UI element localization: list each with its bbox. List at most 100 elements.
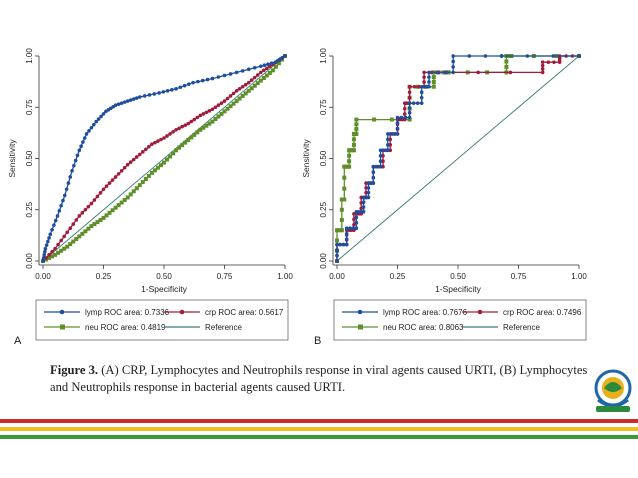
point-lymp xyxy=(407,110,412,115)
point-crp xyxy=(147,144,151,149)
point-neu xyxy=(47,255,52,260)
point-lymp xyxy=(371,170,376,174)
point-neu xyxy=(407,117,412,122)
point-neu xyxy=(339,218,344,222)
point-crp xyxy=(68,226,73,230)
point-lymp xyxy=(170,88,174,92)
point-lymp xyxy=(378,164,383,169)
point-lymp xyxy=(371,181,376,185)
decorative-stripes xyxy=(0,419,638,439)
point-lymp xyxy=(234,70,239,75)
point-lymp xyxy=(59,203,63,208)
point-lymp xyxy=(128,98,133,102)
point-neu xyxy=(372,117,377,122)
point-crp xyxy=(213,105,218,110)
point-crp xyxy=(47,253,51,257)
point-lymp xyxy=(361,200,366,205)
point-lymp xyxy=(266,62,270,66)
point-lymp xyxy=(386,148,390,153)
point-crp xyxy=(77,214,82,218)
point-crp xyxy=(540,70,545,75)
point-lymp xyxy=(43,246,48,251)
panel-b: 0.00 0.25 0.50 0.75 1.00 0.00 0.25 0.50 0.75 1.00… xyxy=(301,48,587,347)
point-lymp xyxy=(378,159,383,164)
point-crp xyxy=(174,128,178,132)
point-lymp xyxy=(354,226,359,230)
point-lymp xyxy=(66,181,71,185)
point-neu xyxy=(180,143,185,148)
point-lymp xyxy=(427,80,431,84)
point-crp xyxy=(113,175,118,179)
point-crp xyxy=(402,106,407,111)
point-neu xyxy=(71,239,76,244)
x-axis-label: 1-Specificity xyxy=(141,284,188,294)
point-neu xyxy=(255,81,260,86)
point-neu xyxy=(339,228,344,233)
point-crp xyxy=(125,162,130,167)
point-neu xyxy=(68,242,73,247)
legend-box xyxy=(333,299,587,341)
point-lymp xyxy=(157,91,161,95)
point-lymp xyxy=(386,137,390,142)
point-lymp xyxy=(335,248,339,252)
point-crp xyxy=(165,134,169,138)
point-crp xyxy=(86,204,91,209)
point-crp xyxy=(219,101,224,105)
point-lymp xyxy=(246,67,251,72)
point-crp xyxy=(402,112,407,116)
point-lymp xyxy=(525,54,530,58)
point-lymp xyxy=(354,220,359,225)
point-lymp xyxy=(338,242,343,247)
point-lymp xyxy=(216,75,221,79)
point-neu xyxy=(80,231,85,236)
point-lymp xyxy=(435,70,439,75)
point-lymp xyxy=(467,54,472,58)
point-neu xyxy=(276,61,281,66)
point-lymp xyxy=(165,89,170,93)
point-neu xyxy=(50,254,55,259)
point-crp xyxy=(138,152,142,157)
point-crp xyxy=(177,126,181,131)
point-lymp xyxy=(443,70,447,75)
point-lymp xyxy=(92,122,96,127)
point-neu xyxy=(342,197,347,202)
point-crp xyxy=(243,82,248,87)
series-line-crp xyxy=(336,55,579,261)
point-crp xyxy=(540,67,545,71)
point-crp xyxy=(74,218,79,222)
point-lymp xyxy=(75,153,80,158)
point-crp xyxy=(171,130,175,134)
point-crp xyxy=(192,117,197,122)
point-neu xyxy=(56,250,61,255)
point-neu xyxy=(339,207,344,212)
point-neu xyxy=(264,73,269,78)
point-neu xyxy=(351,148,356,153)
point-neu xyxy=(183,140,188,145)
point-crp xyxy=(180,124,184,129)
point-neu xyxy=(219,111,224,116)
point-lymp xyxy=(46,239,50,244)
point-crp xyxy=(92,198,97,202)
point-crp xyxy=(107,181,112,185)
point-lymp xyxy=(403,115,408,120)
point-lymp xyxy=(81,140,85,144)
point-crp xyxy=(71,222,76,226)
point-lymp xyxy=(395,121,400,125)
point-lymp xyxy=(427,84,431,89)
point-lymp xyxy=(119,101,124,105)
y-tick-label: 0.00 xyxy=(25,253,34,269)
point-crp xyxy=(246,80,251,85)
x-tick-label: 0.00 xyxy=(329,272,345,281)
point-neu xyxy=(246,88,251,93)
point-lymp xyxy=(252,65,257,70)
point-lymp xyxy=(64,187,69,192)
point-lymp xyxy=(222,73,227,78)
point-lymp xyxy=(427,70,431,75)
x-axis-label: 1-Specificity xyxy=(435,284,482,294)
point-crp xyxy=(56,242,60,247)
point-lymp xyxy=(344,226,349,230)
point-neu xyxy=(77,234,82,239)
point-crp xyxy=(476,70,480,75)
point-neu xyxy=(347,159,352,164)
point-crp xyxy=(195,115,200,120)
